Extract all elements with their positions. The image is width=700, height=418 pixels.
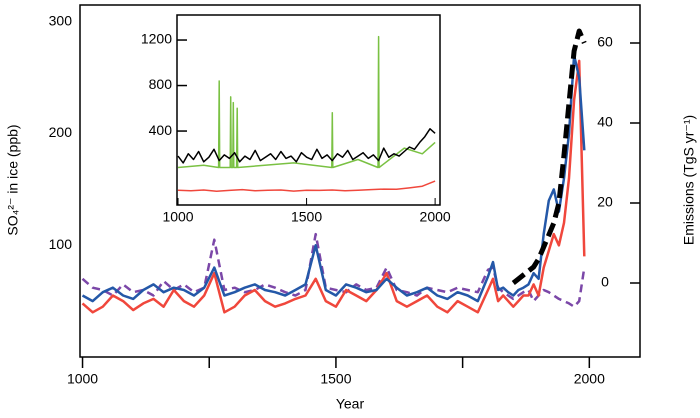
series-line bbox=[81, 232, 586, 308]
y-tick-label: 1200 bbox=[141, 31, 172, 47]
y2-tick-label: 20 bbox=[597, 194, 613, 210]
y-axis-label: SO₄²⁻ in ice (ppb) bbox=[5, 124, 21, 235]
series-line bbox=[511, 28, 587, 285]
inset-background bbox=[177, 15, 440, 205]
y-tick-label: 100 bbox=[49, 236, 73, 252]
x-tick-label: 1000 bbox=[162, 209, 193, 225]
x-tick-label: 2000 bbox=[420, 209, 451, 225]
x-tick-label: 1500 bbox=[320, 371, 351, 387]
y-tick-label: 200 bbox=[49, 124, 73, 140]
series-line bbox=[177, 180, 436, 193]
plot-frame bbox=[79, 4, 641, 358]
series-line bbox=[177, 128, 436, 164]
y-tick-label: 300 bbox=[49, 12, 73, 28]
y2-tick-label: 60 bbox=[597, 34, 613, 50]
series-line bbox=[81, 59, 586, 314]
x-tick-label: 1500 bbox=[291, 209, 322, 225]
x-axis-label: Year bbox=[336, 396, 365, 412]
series-line bbox=[81, 54, 586, 303]
x-tick-label: 2000 bbox=[574, 371, 605, 387]
y2-tick-label: 40 bbox=[597, 114, 613, 130]
x-tick-label: 1000 bbox=[67, 371, 98, 387]
y-tick-label: 400 bbox=[149, 122, 173, 138]
series-line bbox=[177, 35, 436, 169]
y2-tick-label: 0 bbox=[601, 274, 609, 290]
plot-frame bbox=[176, 14, 441, 206]
y-tick-label: 800 bbox=[149, 76, 173, 92]
y2-axis-label: Emissions (TgS yr⁻¹) bbox=[681, 115, 697, 245]
